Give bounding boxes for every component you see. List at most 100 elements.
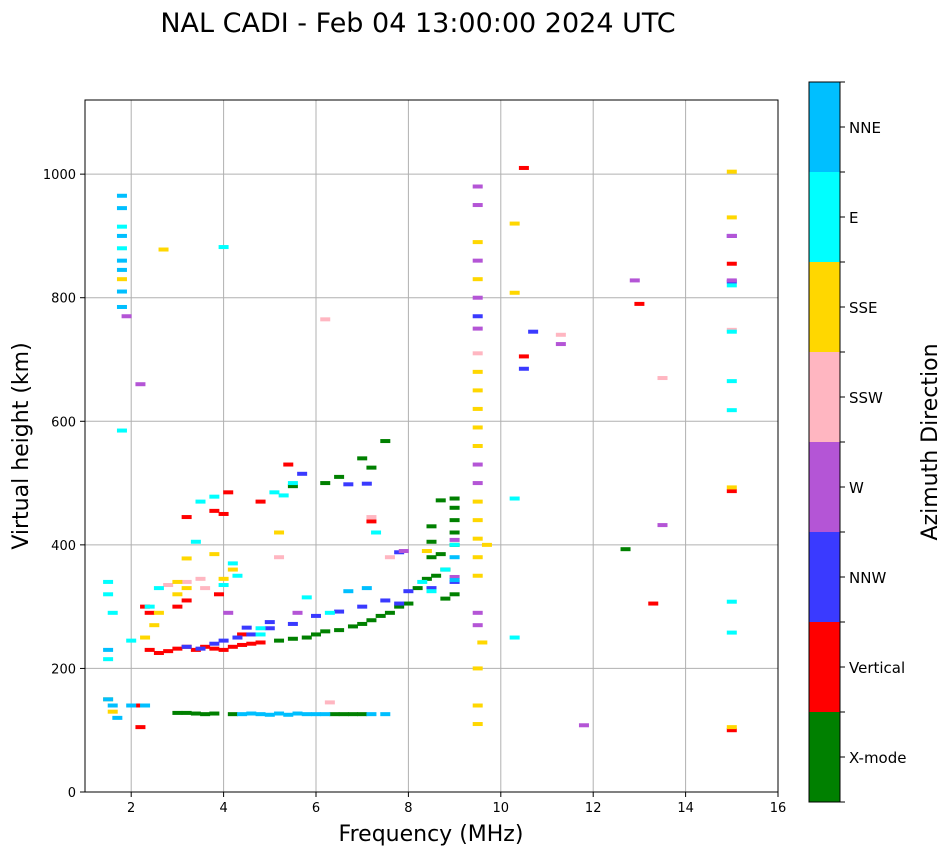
y-tick-label: 1000	[43, 168, 76, 183]
data-point-nne	[237, 712, 248, 717]
data-point-vertical	[726, 261, 737, 266]
data-point-w	[472, 295, 483, 300]
data-point-x-mode	[227, 712, 238, 717]
data-point-nne	[112, 715, 123, 720]
data-point-w	[449, 574, 460, 579]
colorbar-segment	[809, 262, 840, 352]
data-point-vertical	[172, 646, 183, 651]
data-point-vertical	[218, 511, 229, 516]
data-point-e	[218, 583, 229, 588]
colorbar-label: SSW	[849, 389, 883, 407]
plot-frame	[84, 99, 779, 793]
data-point-nnw	[195, 646, 206, 651]
colorbar-label: E	[849, 209, 858, 227]
data-point-vertical	[209, 508, 220, 513]
data-point-vertical	[283, 462, 294, 467]
data-point-sse	[472, 536, 483, 541]
colorbar-label: SSE	[849, 299, 878, 317]
data-point-nne	[343, 589, 354, 594]
x-tick-label: 8	[404, 801, 412, 816]
data-point-sse	[158, 247, 169, 252]
data-point-vertical	[135, 725, 146, 730]
data-point-nnw	[287, 621, 298, 626]
x-tick-label: 6	[312, 801, 320, 816]
data-point-vertical	[181, 515, 192, 520]
colorbar-label: NNE	[849, 119, 881, 137]
data-point-nne	[361, 586, 372, 591]
data-point-e	[287, 481, 298, 486]
plot-background	[85, 100, 778, 792]
data-point-w	[726, 233, 737, 238]
data-point-w	[472, 623, 483, 628]
data-point-e	[116, 428, 127, 433]
colorbar-frame	[808, 81, 841, 803]
data-point-e	[255, 626, 266, 631]
data-point-sse	[477, 640, 488, 645]
y-tick-label: 800	[51, 292, 76, 307]
data-point-sse	[153, 610, 164, 615]
data-point-nne	[107, 703, 118, 708]
data-point-vertical	[726, 489, 737, 494]
data-point-e	[232, 573, 243, 578]
data-point-e	[116, 246, 127, 251]
data-point-vertical	[223, 490, 234, 495]
data-point-x-mode	[200, 712, 211, 717]
data-point-vertical	[172, 604, 183, 609]
data-point-x-mode	[449, 592, 460, 597]
data-point-sse	[116, 277, 127, 282]
data-point-vertical	[227, 644, 238, 649]
data-point-x-mode	[357, 621, 368, 626]
data-point-w	[472, 326, 483, 331]
data-point-nne	[116, 289, 127, 294]
data-point-sse	[726, 169, 737, 174]
data-point-sse	[181, 556, 192, 561]
y-tick-label: 200	[51, 662, 76, 677]
data-point-x-mode	[375, 613, 386, 618]
data-point-e	[144, 604, 155, 609]
data-point-e	[227, 561, 238, 566]
y-tick-label: 600	[51, 415, 76, 430]
data-point-nnw	[181, 644, 192, 649]
data-point-vertical	[366, 519, 377, 524]
data-point-x-mode	[190, 711, 201, 716]
x-axis-ticks: 2 4 6 8 10 12 14 16	[127, 792, 786, 816]
data-point-x-mode	[347, 624, 358, 629]
data-point-e	[209, 494, 220, 499]
data-point-nne	[116, 233, 127, 238]
data-point-nnw	[241, 625, 252, 630]
data-point-w	[578, 723, 589, 728]
data-point-nnw	[472, 314, 483, 319]
data-point-nnw	[357, 604, 368, 609]
data-point-nne	[283, 712, 294, 717]
data-point-e	[116, 224, 127, 229]
data-point-x-mode	[172, 710, 183, 715]
data-point-vertical	[181, 598, 192, 603]
data-point-ssw	[472, 351, 483, 356]
data-point-vertical	[144, 610, 155, 615]
data-point-e	[278, 493, 289, 498]
data-point-sse	[140, 635, 151, 640]
data-point-nne	[116, 193, 127, 198]
data-point-w	[472, 258, 483, 263]
data-point-nne	[103, 647, 114, 652]
data-point-vertical	[237, 632, 248, 637]
data-point-sse	[481, 542, 492, 547]
x-tick-label: 14	[677, 801, 694, 816]
data-point-e	[324, 610, 335, 615]
data-point-vertical	[634, 301, 645, 306]
data-point-sse	[181, 586, 192, 591]
data-point-x-mode	[287, 636, 298, 641]
data-point-x-mode	[380, 439, 391, 444]
data-point-nne	[449, 578, 460, 583]
data-point-nnw	[518, 366, 529, 371]
data-point-ssw	[384, 555, 395, 560]
data-point-ssw	[181, 579, 192, 584]
data-point-sse	[726, 485, 737, 490]
data-point-sse	[421, 549, 432, 554]
data-point-ssw	[274, 555, 285, 560]
data-point-w	[472, 462, 483, 467]
data-point-w	[121, 314, 132, 319]
data-point-x-mode	[449, 518, 460, 523]
data-point-e	[107, 610, 118, 615]
data-point-w	[135, 382, 146, 387]
